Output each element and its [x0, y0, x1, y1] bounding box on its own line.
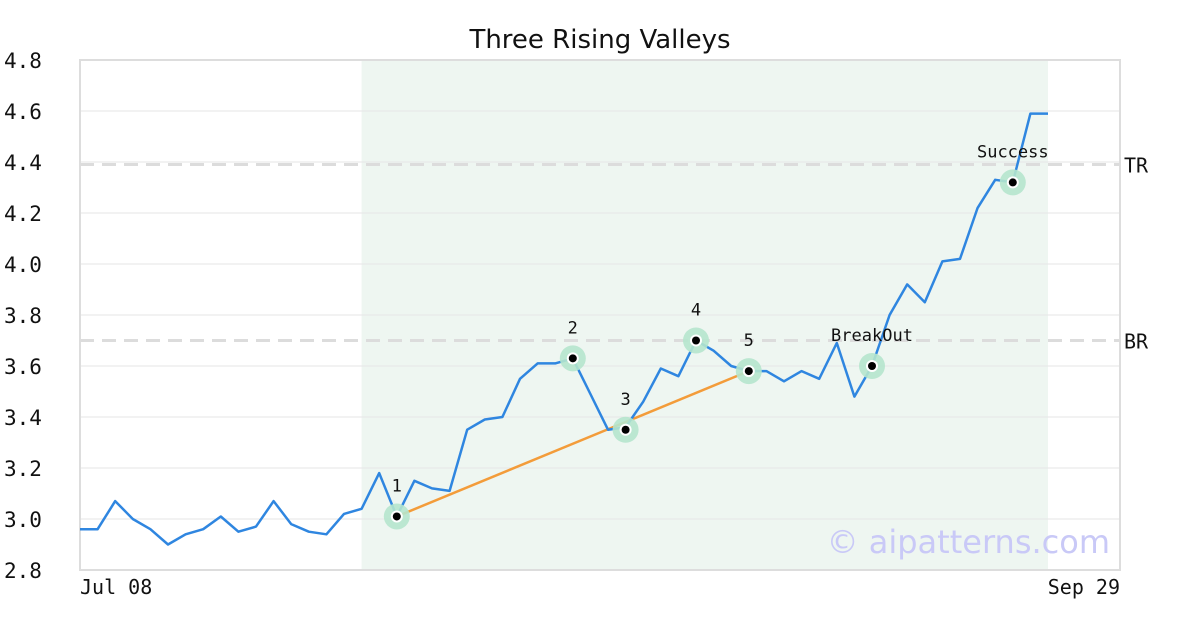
- y-tick-label: 3.6: [4, 355, 42, 379]
- point-label: Success: [977, 142, 1049, 162]
- y-tick-label: 4.2: [4, 202, 42, 226]
- y-tick-label: 3.8: [4, 304, 42, 328]
- y-axis-ticks: 2.8 3.0 3.2 3.4 3.6 3.8 4.0 4.2 4.4 4.6 4.8: [4, 49, 42, 583]
- y-tick-label: 2.8: [4, 559, 42, 583]
- y-tick-label: 3.2: [4, 457, 42, 481]
- y-tick-label: 4.0: [4, 253, 42, 277]
- points-layer: 1 2 3 4 5 BreakOut Success: [383, 142, 1049, 530]
- reference-line-label: BR: [1124, 330, 1149, 354]
- y-tick-label: 3.0: [4, 508, 42, 532]
- y-tick-label: 4.4: [4, 151, 42, 175]
- chart-title: Three Rising Valleys: [468, 25, 730, 55]
- point-marker: [621, 425, 630, 434]
- y-tick-label: 4.6: [4, 100, 42, 124]
- trendline-layer: [396, 369, 750, 518]
- trendline: [396, 369, 750, 518]
- point-marker: [744, 367, 753, 376]
- plot-frame: [79, 59, 1121, 571]
- point-marker: [1008, 178, 1017, 187]
- point-label: 1: [392, 476, 402, 496]
- point-marker: [868, 362, 876, 370]
- x-axis-ticks: Jul 08 Sep 29: [80, 575, 1120, 599]
- watermark: © aipatterns.com: [827, 523, 1110, 561]
- point-label: BreakOut: [831, 326, 913, 346]
- y-tick-label: 4.8: [4, 49, 42, 73]
- point-marker: [568, 354, 577, 363]
- x-tick-label: Sep 29: [1048, 575, 1120, 599]
- point-label: 4: [691, 301, 701, 321]
- horizontal-lines-layer: TR BR: [80, 154, 1149, 354]
- point-label: 2: [568, 318, 578, 338]
- point-marker: [392, 512, 401, 521]
- x-tick-label: Jul 08: [80, 575, 152, 599]
- reference-line-label: TR: [1124, 154, 1149, 178]
- point-marker: [692, 336, 700, 345]
- y-tick-label: 3.4: [4, 406, 42, 430]
- point-label: 3: [620, 390, 630, 410]
- point-label: 5: [744, 331, 754, 351]
